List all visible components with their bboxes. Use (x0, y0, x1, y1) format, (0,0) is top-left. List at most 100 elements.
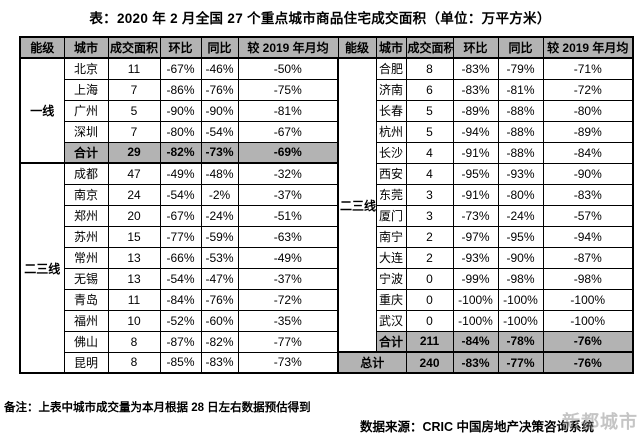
city-cell: 大连 (375, 246, 407, 269)
table-row-subtotal-right: 佛山 8 -87% -82% -77% 合计 211 -84% -78% -76… (20, 330, 634, 353)
header-city-right: 城市 (375, 36, 407, 59)
city-cell: 宁波 (375, 267, 407, 290)
city-cell: 无锡 (63, 267, 109, 290)
header-area-left: 成交面积 (107, 36, 161, 59)
mom-cell: -67% (159, 57, 202, 80)
subtotal-label-cell: 合计 (375, 330, 407, 353)
area-cell: 8 (107, 330, 161, 353)
area-cell: 29 (107, 141, 161, 164)
mom-cell: -83% (452, 351, 499, 374)
avg-cell: -100% (542, 288, 634, 311)
table-row: 上海 7 -86% -76% -75% 济南 6 -83% -81% -72% (20, 78, 634, 101)
header-tier-left: 能级 (19, 36, 65, 59)
table-row: 一线 北京 11 -67% -46% -50% 二三线 合肥 8 -83% -7… (19, 57, 634, 353)
avg-cell: -87% (542, 246, 634, 269)
avg-cell: -75% (237, 78, 339, 101)
mom-cell: -97% (452, 225, 499, 248)
city-cell: 广州 (63, 99, 109, 122)
yoy-cell: -90% (497, 246, 544, 269)
city-cell: 长春 (375, 99, 407, 122)
area-cell: 5 (405, 120, 454, 143)
yoy-cell: -77% (497, 351, 544, 374)
header-mom-right: 环比 (452, 36, 499, 59)
avg-cell: -81% (237, 99, 339, 122)
mom-cell: -83% (452, 78, 499, 101)
header-yoy-left: 同比 (200, 36, 239, 59)
city-cell: 厦门 (375, 204, 407, 227)
table-row: 南京 24 -54% -2% -37% 东莞 3 -91% -80% -83% (20, 183, 634, 206)
mom-cell: -54% (159, 267, 202, 290)
mom-cell: -49% (159, 162, 202, 185)
area-cell: 13 (107, 267, 161, 290)
watermark: 新都城市 (562, 412, 638, 432)
mom-cell: -100% (452, 288, 499, 311)
avg-cell: -35% (237, 309, 339, 332)
mom-cell: -90% (159, 99, 202, 122)
mom-cell: -82% (159, 141, 202, 164)
header-avg-right: 较 2019 年月均 (542, 36, 634, 59)
table-row: 深圳 7 -80% -54% -67% 杭州 5 -94% -88% -89% (20, 120, 634, 143)
header-area-right: 成交面积 (405, 36, 454, 59)
avg-cell: -32% (237, 162, 339, 185)
yoy-cell: -76% (200, 288, 239, 311)
city-cell: 昆明 (63, 351, 109, 374)
area-cell: 5 (107, 99, 161, 122)
table-row: 青岛 11 -84% -76% -72% 重庆 0 -100% -100% -1… (20, 288, 634, 311)
area-cell: 6 (405, 78, 454, 101)
avg-cell: -50% (237, 57, 339, 80)
yoy-cell: -2% (200, 183, 239, 206)
avg-cell: -49% (237, 246, 339, 269)
avg-cell: -100% (542, 309, 634, 332)
city-cell: 南宁 (375, 225, 407, 248)
table-row: 二三线 成都 47 -49% -48% -32% 西安 4 -95% -93% … (19, 162, 634, 374)
area-cell: 7 (107, 120, 161, 143)
city-cell: 长沙 (375, 141, 407, 164)
area-cell: 2 (405, 225, 454, 248)
yoy-cell: -100% (497, 288, 544, 311)
mom-cell: -94% (452, 120, 499, 143)
table-row: 常州 13 -66% -53% -49% 大连 2 -93% -90% -87% (20, 246, 634, 269)
city-cell: 青岛 (63, 288, 109, 311)
area-cell: 5 (405, 99, 454, 122)
yoy-cell: -80% (497, 183, 544, 206)
yoy-cell: -46% (200, 57, 239, 80)
area-cell: 8 (107, 351, 161, 374)
table-row-grand-total: 昆明 8 -85% -83% -73% 总计 240 -83% -77% -76… (20, 351, 634, 374)
avg-cell: -83% (542, 183, 634, 206)
yoy-cell: -59% (200, 225, 239, 248)
yoy-cell: -54% (200, 120, 239, 143)
yoy-cell: -95% (497, 225, 544, 248)
city-cell: 成都 (63, 162, 109, 185)
yoy-cell: -60% (200, 309, 239, 332)
city-cell: 福州 (63, 309, 109, 332)
yoy-cell: -93% (497, 162, 544, 185)
area-cell: 10 (107, 309, 161, 332)
mom-cell: -100% (452, 309, 499, 332)
area-cell: 0 (405, 309, 454, 332)
avg-cell: -63% (237, 225, 339, 248)
avg-cell: -71% (542, 57, 634, 80)
tier-cell-left-tier23: 二三线 (19, 162, 65, 374)
mom-cell: -86% (159, 78, 202, 101)
area-cell: 211 (405, 330, 454, 353)
data-source: 数据来源：CRIC 中国房地产决策咨询系统 (359, 420, 594, 434)
mom-cell: -83% (452, 57, 499, 80)
area-cell: 4 (405, 162, 454, 185)
area-cell: 0 (405, 267, 454, 290)
avg-cell: -90% (542, 162, 634, 185)
avg-cell: -77% (237, 330, 339, 353)
yoy-cell: -47% (200, 267, 239, 290)
mom-cell: -52% (159, 309, 202, 332)
city-cell: 佛山 (63, 330, 109, 353)
yoy-cell: -90% (200, 99, 239, 122)
avg-cell: -76% (542, 330, 634, 353)
table-title: 表：2020 年 2 月全国 27 个重点城市商品住宅成交面积（单位：万平方米） (89, 11, 551, 26)
city-cell: 武汉 (375, 309, 407, 332)
yoy-cell: -81% (497, 78, 544, 101)
header-tier-right: 能级 (337, 36, 377, 59)
area-cell: 240 (405, 351, 454, 374)
city-cell: 苏州 (63, 225, 109, 248)
header-yoy-right: 同比 (497, 36, 544, 59)
yoy-cell: -83% (200, 351, 239, 374)
yoy-cell: -78% (497, 330, 544, 353)
